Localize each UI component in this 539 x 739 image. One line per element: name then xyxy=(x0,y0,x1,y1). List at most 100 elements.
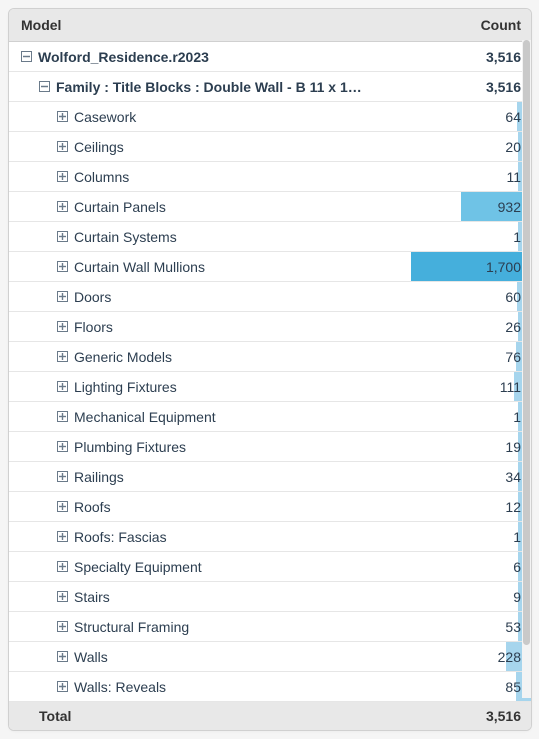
expand-icon[interactable] xyxy=(57,171,68,182)
table-row[interactable]: Columns 11 xyxy=(9,162,531,192)
table-row[interactable]: Roofs12 xyxy=(9,492,531,522)
count-cell: 111 xyxy=(411,377,521,396)
row-label: Curtain Wall Mullions xyxy=(74,259,411,275)
row-label: Columns xyxy=(74,169,411,185)
row-label: Walls xyxy=(74,649,411,665)
row-label: Plumbing Fixtures xyxy=(74,439,411,455)
expand-icon[interactable] xyxy=(57,621,68,632)
row-label: Ceilings xyxy=(74,139,411,155)
expand-icon[interactable] xyxy=(57,441,68,452)
collapse-icon[interactable] xyxy=(21,51,32,62)
table-row[interactable]: Structural Framing53 xyxy=(9,612,531,642)
count-cell: 1 xyxy=(411,407,521,426)
expand-icon[interactable] xyxy=(57,501,68,512)
count-cell: 76 xyxy=(411,347,521,366)
row-label: Generic Models xyxy=(74,349,411,365)
table-row[interactable]: Lighting Fixtures 111 xyxy=(9,372,531,402)
table-row[interactable]: Plumbing Fixtures 19 xyxy=(9,432,531,462)
expand-icon[interactable] xyxy=(57,471,68,482)
table-row[interactable]: Stairs 9 xyxy=(9,582,531,612)
count-cell: 34 xyxy=(411,467,521,486)
total-label: Total xyxy=(39,708,411,724)
table-row[interactable]: Railings34 xyxy=(9,462,531,492)
row-count: 26 xyxy=(505,319,521,335)
expand-icon[interactable] xyxy=(57,651,68,662)
table-row[interactable]: Floors 26 xyxy=(9,312,531,342)
count-cell: 12 xyxy=(411,497,521,516)
table-row[interactable]: Doors60 xyxy=(9,282,531,312)
count-cell: 932 xyxy=(411,197,521,216)
table-row[interactable]: Curtain Systems1 xyxy=(9,222,531,252)
table-row[interactable]: Generic Models 76 xyxy=(9,342,531,372)
scrollbar-thumb[interactable] xyxy=(523,40,530,645)
table-row[interactable]: Mechanical Equipment1 xyxy=(9,402,531,432)
row-count: 85 xyxy=(505,679,521,695)
row-label: Structural Framing xyxy=(74,619,411,635)
count-cell: 64 xyxy=(411,107,521,126)
table-header: Model Count xyxy=(9,9,531,42)
row-label: Roofs: Fascias xyxy=(74,529,411,545)
header-model[interactable]: Model xyxy=(21,17,411,33)
row-count: 20 xyxy=(505,139,521,155)
table-row[interactable]: Specialty Equipment6 xyxy=(9,552,531,582)
row-count: 9 xyxy=(513,589,521,605)
count-cell: 1 xyxy=(411,527,521,546)
row-label: Railings xyxy=(74,469,411,485)
total-count: 3,516 xyxy=(411,708,521,724)
row-label: Lighting Fixtures xyxy=(74,379,411,395)
count-cell: 1,700 xyxy=(411,257,521,276)
row-label: Floors xyxy=(74,319,411,335)
table-row[interactable]: Walls: Reveals85 xyxy=(9,672,531,702)
header-count[interactable]: Count xyxy=(411,17,521,33)
row-label: Specialty Equipment xyxy=(74,559,411,575)
expand-icon[interactable] xyxy=(57,561,68,572)
row-count: 19 xyxy=(505,439,521,455)
row-count: 1 xyxy=(513,229,521,245)
table-row[interactable]: Curtain Wall Mullions1,700 xyxy=(9,252,531,282)
count-cell: 20 xyxy=(411,137,521,156)
expand-icon[interactable] xyxy=(57,531,68,542)
total-row: Total 3,516 xyxy=(9,702,531,730)
count-cell: 228 xyxy=(411,647,521,666)
count-cell: 85 xyxy=(411,677,521,696)
rows-container: Casework64Ceilings20Columns11Curtain Pan… xyxy=(9,102,531,702)
row-label: Roofs xyxy=(74,499,411,515)
expand-icon[interactable] xyxy=(57,321,68,332)
expand-icon[interactable] xyxy=(57,231,68,242)
table-row[interactable]: Roofs: Fascias1 xyxy=(9,522,531,552)
expand-icon[interactable] xyxy=(57,411,68,422)
table-row[interactable]: Ceilings 20 xyxy=(9,132,531,162)
expand-icon[interactable] xyxy=(57,201,68,212)
expand-icon[interactable] xyxy=(57,351,68,362)
row-label: Doors xyxy=(74,289,411,305)
expand-icon[interactable] xyxy=(57,291,68,302)
root-row[interactable]: Wolford_Residence.r2023 3,516 xyxy=(9,42,531,72)
expand-icon[interactable] xyxy=(57,141,68,152)
group-label: Family : Title Blocks : Double Wall - B … xyxy=(56,79,411,95)
row-label: Curtain Panels xyxy=(74,199,411,215)
expand-icon[interactable] xyxy=(57,261,68,272)
count-cell: 19 xyxy=(411,437,521,456)
count-cell: 11 xyxy=(411,167,521,186)
count-cell: 1 xyxy=(411,227,521,246)
row-count: 111 xyxy=(500,379,521,395)
scrollbar[interactable] xyxy=(522,40,531,698)
table-row[interactable]: Casework64 xyxy=(9,102,531,132)
root-count: 3,516 xyxy=(486,49,521,65)
expand-icon[interactable] xyxy=(57,111,68,122)
row-label: Mechanical Equipment xyxy=(74,409,411,425)
row-count: 64 xyxy=(505,109,521,125)
expand-icon[interactable] xyxy=(57,381,68,392)
expand-icon[interactable] xyxy=(57,681,68,692)
count-cell: 53 xyxy=(411,617,521,636)
collapse-icon[interactable] xyxy=(39,81,50,92)
group-row[interactable]: Family : Title Blocks : Double Wall - B … xyxy=(9,72,531,102)
row-count: 11 xyxy=(506,169,521,185)
row-label: Stairs xyxy=(74,589,411,605)
expand-icon[interactable] xyxy=(57,591,68,602)
row-count: 76 xyxy=(505,349,521,365)
table-row[interactable]: Curtain Panels932 xyxy=(9,192,531,222)
tree-table-panel: Model Count Wolford_Residence.r2023 3,51… xyxy=(8,8,532,731)
table-row[interactable]: Walls228 xyxy=(9,642,531,672)
root-label: Wolford_Residence.r2023 xyxy=(38,49,411,65)
